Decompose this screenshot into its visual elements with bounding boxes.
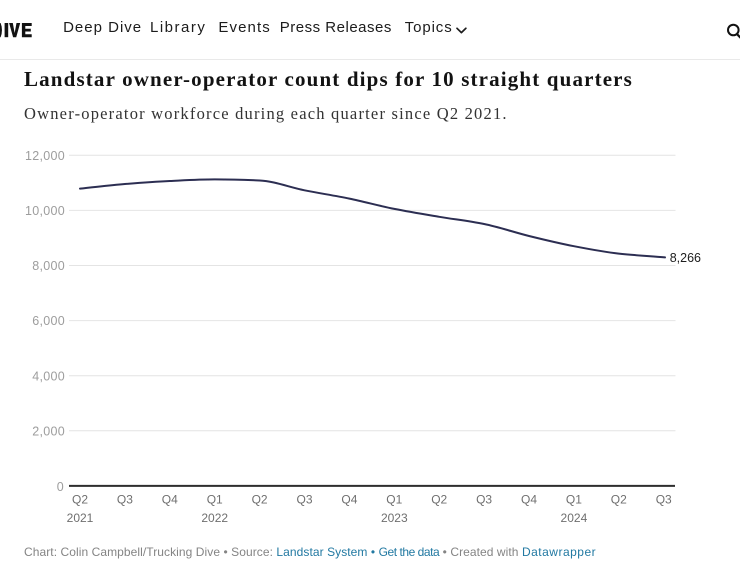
svg-text:Q1: Q1 bbox=[386, 493, 402, 507]
svg-text:2023: 2023 bbox=[381, 511, 408, 525]
svg-text:Q2: Q2 bbox=[252, 493, 268, 507]
svg-text:Q2: Q2 bbox=[431, 493, 447, 507]
svg-text:10,000: 10,000 bbox=[25, 204, 65, 218]
svg-text:Q4: Q4 bbox=[162, 493, 178, 507]
svg-text:Q1: Q1 bbox=[207, 493, 223, 507]
svg-text:0: 0 bbox=[57, 480, 64, 494]
svg-text:Q4: Q4 bbox=[521, 493, 537, 507]
svg-text:Q2: Q2 bbox=[72, 493, 88, 507]
svg-text:12,000: 12,000 bbox=[25, 149, 65, 163]
svg-text:8,000: 8,000 bbox=[32, 259, 65, 273]
svg-text:Q2: Q2 bbox=[611, 493, 627, 507]
svg-text:Q3: Q3 bbox=[476, 493, 492, 507]
svg-text:2,000: 2,000 bbox=[32, 424, 65, 438]
svg-text:2021: 2021 bbox=[67, 511, 94, 525]
svg-text:2024: 2024 bbox=[561, 511, 588, 525]
svg-text:Q3: Q3 bbox=[656, 493, 672, 507]
svg-text:Q3: Q3 bbox=[296, 493, 312, 507]
svg-text:6,000: 6,000 bbox=[32, 314, 65, 328]
svg-text:8,266: 8,266 bbox=[670, 251, 701, 265]
svg-text:Q1: Q1 bbox=[566, 493, 582, 507]
svg-text:Q3: Q3 bbox=[117, 493, 133, 507]
svg-text:2022: 2022 bbox=[201, 511, 228, 525]
svg-text:Q4: Q4 bbox=[341, 493, 357, 507]
svg-text:4,000: 4,000 bbox=[32, 369, 65, 383]
